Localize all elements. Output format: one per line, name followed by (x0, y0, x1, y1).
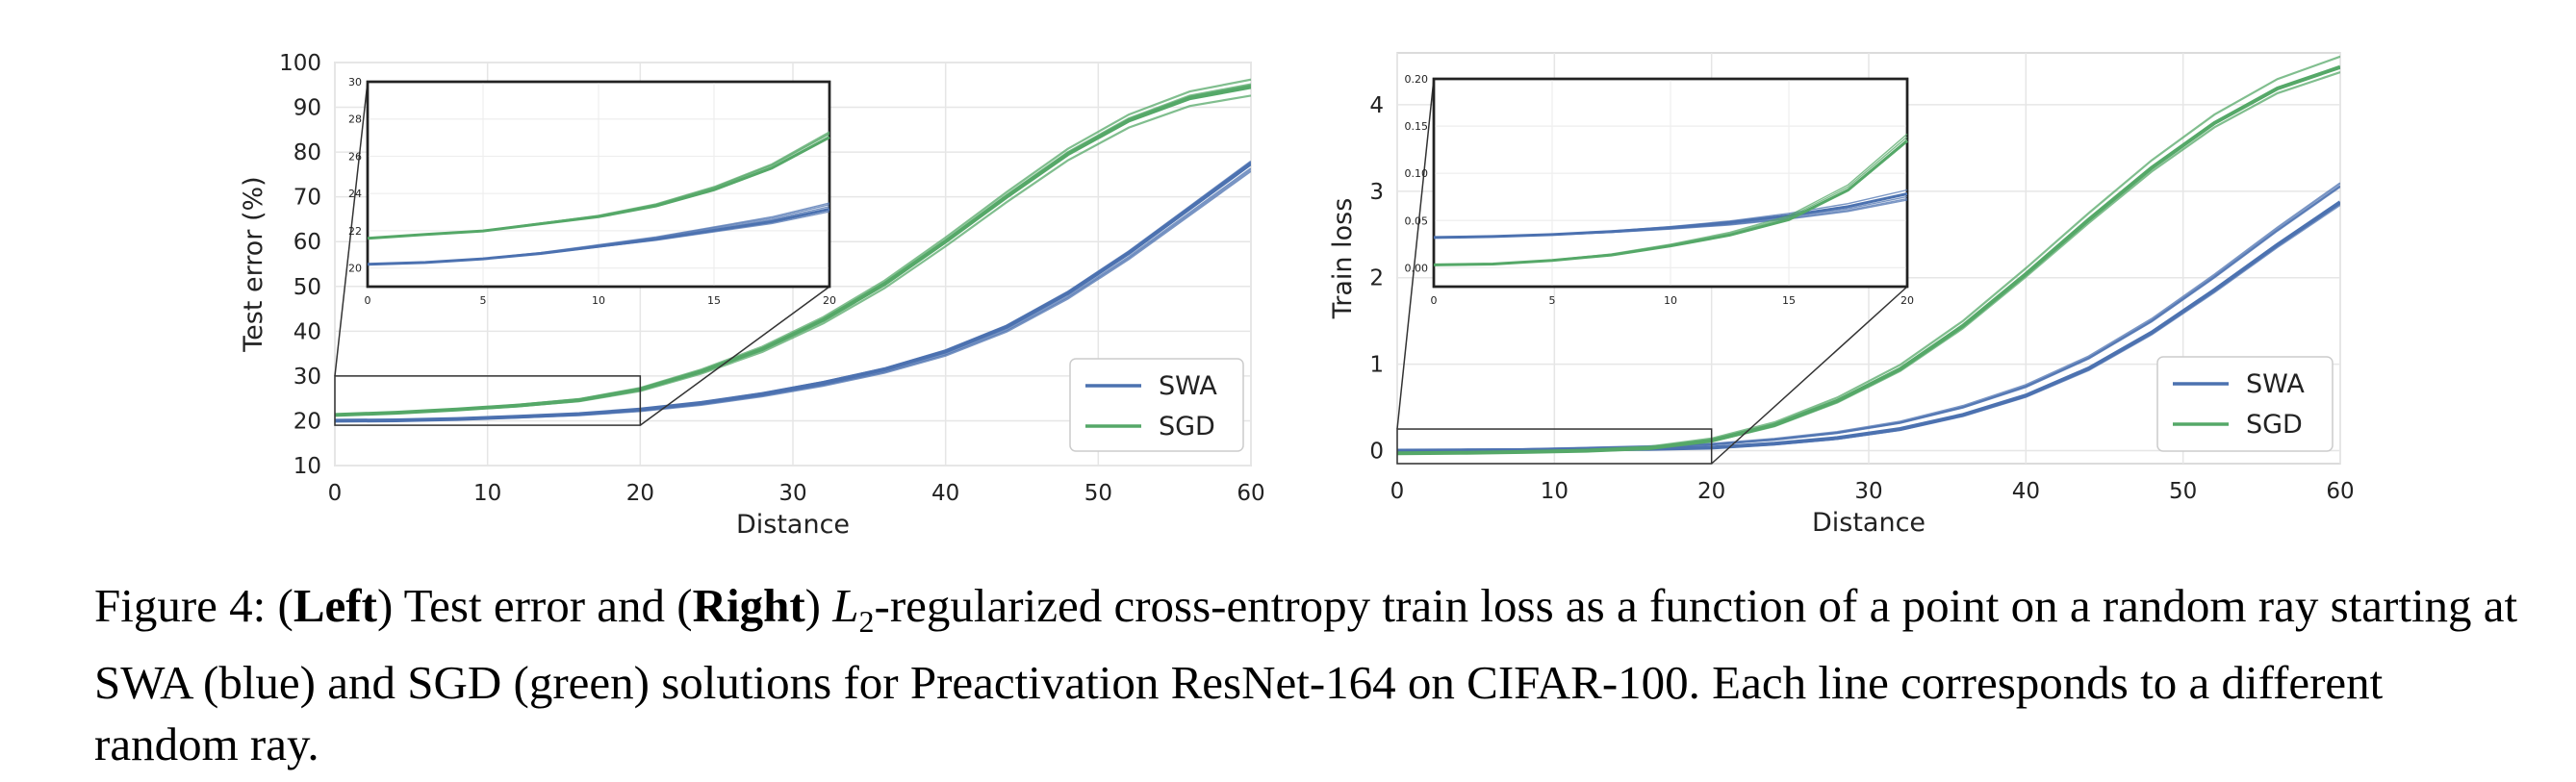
inset-x-tick-label: 5 (1549, 294, 1556, 307)
inset-series-line-sgd (1433, 133, 1908, 266)
figure-caption: Figure 4: (Left) Test error and (Right) … (94, 579, 2518, 770)
inset-y-tick-label: 0.20 (1405, 73, 1429, 86)
x-tick-label: 60 (2326, 479, 2354, 504)
inset-y-tick-label: 0.00 (1405, 262, 1429, 274)
y-axis-label: Train loss (1328, 198, 1358, 320)
series-line-sgd (335, 83, 1251, 416)
caption-left: Left (293, 579, 377, 632)
inset-x-tick-label: 10 (1664, 294, 1677, 307)
y-axis-label: Test error (%) (239, 176, 268, 352)
inset-y-tick-label: 28 (348, 114, 362, 126)
inset-y-tick-label: 26 (348, 150, 362, 163)
inset-y-tick-label: 0.10 (1405, 167, 1429, 180)
series-line-swa (1397, 182, 2340, 452)
inset-x-tick-label: 0 (365, 294, 371, 307)
inset-series-line-sgd (367, 133, 830, 240)
x-tick-label: 10 (473, 481, 501, 506)
inset-series-line-swa (367, 206, 830, 265)
y-tick-label: 60 (293, 230, 321, 255)
series-line-swa (335, 160, 1251, 422)
inset-x-tick-label: 0 (1431, 294, 1438, 307)
series-group (335, 78, 1251, 423)
y-tick-label: 4 (1369, 93, 1384, 118)
y-tick-label: 3 (1369, 180, 1384, 205)
legend-label-sgd: SGD (1159, 412, 1215, 441)
y-tick-label: 90 (293, 96, 321, 121)
inset-y-tick-label: 22 (348, 225, 362, 238)
inset-x-tick-label: 10 (592, 294, 605, 307)
y-tick-label: 1 (1369, 353, 1384, 378)
legend-label-swa: SWA (2246, 369, 2305, 399)
inset-x-tick-label: 5 (480, 294, 487, 307)
x-tick-label: 0 (1390, 479, 1405, 504)
caption-right: Right (692, 579, 805, 632)
inset-x-tick-label: 15 (1782, 294, 1796, 307)
zoom-connector (1396, 78, 1435, 430)
inset-x-tick-label: 20 (1900, 294, 1914, 307)
x-tick-label: 20 (626, 481, 654, 506)
legend-label-swa: SWA (1159, 371, 1217, 401)
y-tick-label: 10 (293, 454, 321, 479)
inset-y-tick-label: 0.05 (1405, 214, 1429, 227)
x-tick-label: 10 (1541, 479, 1569, 504)
x-tick-label: 40 (2012, 479, 2040, 504)
inset-y-tick-label: 20 (348, 263, 362, 275)
inset-left: 0 5 10 15 20 20 22 24 26 28 30 (348, 76, 836, 307)
y-tick-label: 50 (293, 275, 321, 300)
x-tick-label: 0 (328, 481, 343, 506)
x-tick-label: 30 (778, 481, 806, 506)
y-tick-label: 40 (293, 319, 321, 344)
chart-panel-right: 0 10 20 30 40 50 60 0 1 2 3 4 Distance Train loss 0 5 10… (1328, 52, 2355, 538)
y-tick-label: 80 (293, 140, 321, 165)
inset-x-tick-label: 15 (707, 294, 721, 307)
x-axis-label: Distance (1812, 508, 1926, 538)
y-tick-label: 70 (293, 186, 321, 211)
inset-border (366, 80, 831, 289)
legend-box (1069, 358, 1244, 452)
figure: 0 10 20 30 40 50 60102030405060708090100Distan… (239, 51, 2355, 540)
inset-y-tick-label: 24 (348, 188, 362, 200)
zoom-connector (639, 286, 830, 426)
x-tick-label: 40 (931, 481, 959, 506)
y-tick-label: 20 (293, 409, 321, 434)
x-tick-label: 30 (1854, 479, 1882, 504)
legend-box (2156, 356, 2334, 452)
y-tick-label: 30 (293, 365, 321, 390)
y-tick-label: 0 (1369, 440, 1384, 465)
x-axis-label: Distance (736, 510, 850, 540)
legend-label-sgd: SGD (2246, 410, 2303, 440)
series-line-sgd (1397, 66, 2340, 455)
y-tick-label: 2 (1369, 266, 1384, 291)
inset-y-tick-label: 0.15 (1405, 120, 1429, 133)
legend: SWA SGD (2156, 356, 2334, 452)
y-tick-label: 100 (279, 51, 321, 76)
inset-y-tick-label: 30 (348, 76, 362, 88)
x-tick-label: 20 (1697, 479, 1725, 504)
x-tick-label: 50 (1084, 481, 1112, 506)
legend: SWA SGD (1069, 358, 1244, 452)
inset-series-line-swa (1433, 195, 1908, 239)
zoom-connector (334, 81, 369, 376)
x-tick-label: 60 (1237, 481, 1264, 506)
inset-border (1432, 77, 1909, 289)
inset-right: 0 5 10 15 20 0.00 0.05 0.10 0.15 0.20 (1405, 73, 1915, 307)
inset-x-tick-label: 20 (823, 294, 836, 307)
zoom-source-box (334, 375, 642, 426)
chart-panel-left: 0 10 20 30 40 50 60102030405060708090100Distan… (239, 51, 1265, 540)
x-tick-label: 50 (2169, 479, 2197, 504)
zoom-source-box (1396, 428, 1713, 465)
zoom-connector (1711, 286, 1908, 465)
series-group (1397, 55, 2340, 456)
